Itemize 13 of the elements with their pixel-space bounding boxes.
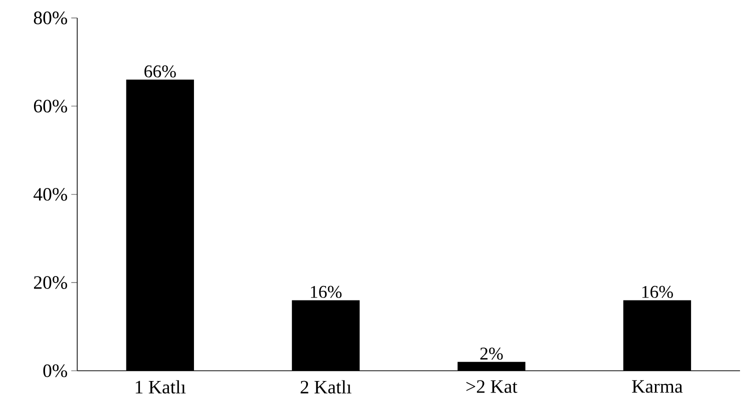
x-tick-label: 1 Katlı xyxy=(136,380,186,394)
x-tick-label: >2 Kat xyxy=(466,380,518,394)
data-label: 66% xyxy=(144,66,176,78)
data-label: 16% xyxy=(642,286,673,298)
x-tick-label: 2 Katlı xyxy=(300,380,352,394)
y-tick-label: 20% xyxy=(34,276,68,290)
y-tick-label: 60% xyxy=(34,100,68,113)
data-label: 16% xyxy=(310,286,342,298)
x-tick-label: Karma xyxy=(632,380,683,393)
data-label: 2% xyxy=(480,348,503,360)
y-tick-label: 80% xyxy=(34,12,68,25)
y-tick-label: 40% xyxy=(34,188,68,201)
y-tick-label: 0% xyxy=(43,364,68,378)
